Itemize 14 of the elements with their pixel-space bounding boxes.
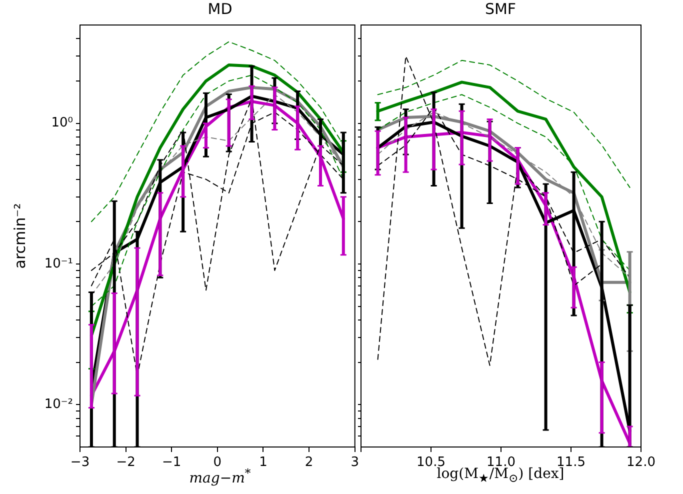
x-tick-label: −2 — [116, 455, 136, 470]
x-tick-label: −3 — [70, 455, 90, 470]
x-tick-label: 12.0 — [626, 455, 656, 470]
y-axis-title: arcmin⁻² — [10, 203, 29, 269]
x-tick-label: 1 — [259, 455, 268, 470]
y-tick-label: 10⁻² — [44, 397, 73, 412]
y-tick-label: 10⁻¹ — [44, 256, 73, 272]
x-tick-label: 3 — [350, 455, 360, 470]
line-series — [90, 41, 344, 222]
y-tick-label: 10⁰ — [51, 116, 73, 131]
x-tick-label: −1 — [162, 455, 182, 470]
chart-title: SMF — [484, 0, 518, 18]
x-tick-label: 2 — [304, 455, 314, 470]
chart-title: MD — [206, 0, 234, 18]
